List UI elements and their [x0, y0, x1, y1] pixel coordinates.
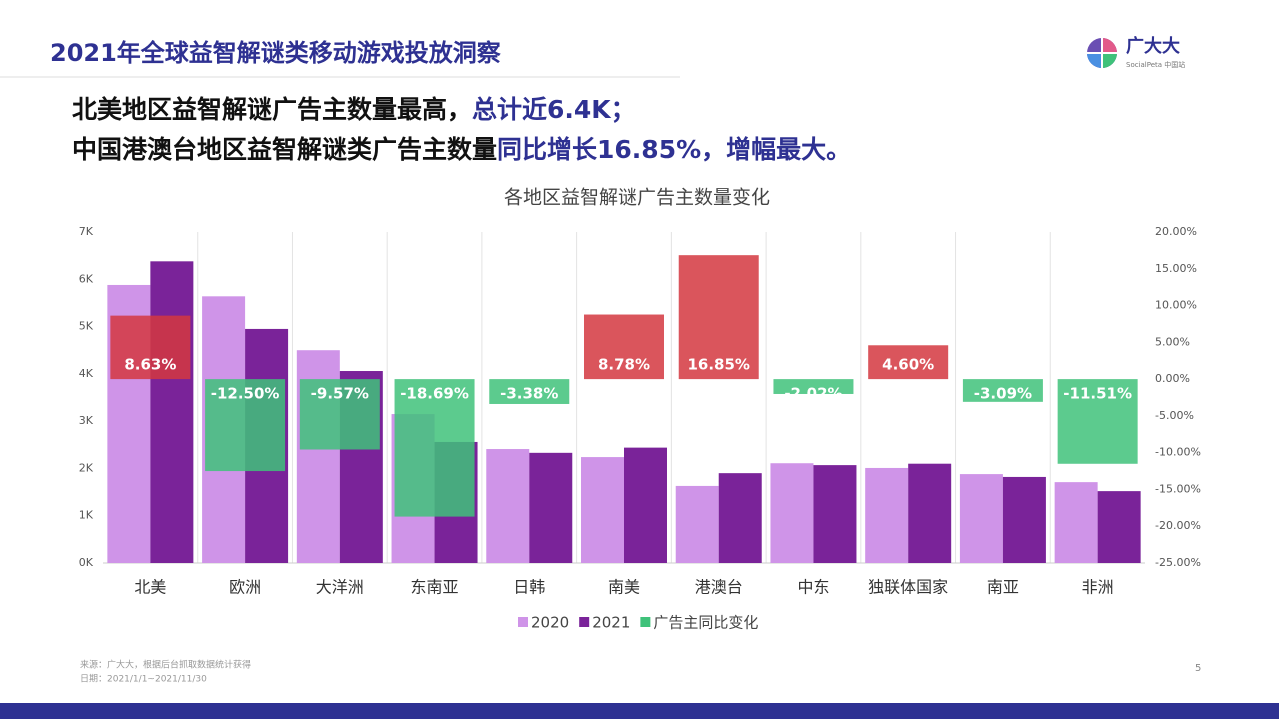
- change-bar: [962, 379, 1043, 402]
- source-note: 来源：广大大，根据后台抓取数据统计获得: [80, 659, 251, 671]
- bar: [150, 261, 194, 563]
- change-bar: [205, 379, 286, 472]
- y2-tick-label: 0.00%: [1155, 372, 1190, 385]
- headline-emphasis: 同比增长16.85%，增幅最大。: [497, 135, 851, 164]
- data-label: -12.50%: [211, 385, 280, 403]
- legend-swatch: [640, 617, 651, 627]
- chart-title: 各地区益智解谜广告主数量变化: [504, 187, 770, 209]
- logo: [1087, 38, 1117, 68]
- y-tick-label: 7K: [79, 225, 94, 238]
- y2-tick-label: -15.00%: [1155, 482, 1201, 495]
- y2-tick-label: -10.00%: [1155, 446, 1201, 459]
- bar: [675, 485, 719, 563]
- logo-text: 广大大: [1126, 35, 1180, 57]
- data-label: 16.85%: [687, 356, 749, 374]
- bar: [1097, 491, 1141, 563]
- x-tick-label: 中东: [797, 578, 829, 597]
- y2-tick-label: 15.00%: [1155, 262, 1197, 275]
- x-tick-label: 北美: [134, 578, 166, 597]
- bar: [486, 449, 530, 563]
- change-bar: [299, 379, 380, 450]
- headline-text: 中国港澳台地区益智解谜类广告主数量: [72, 135, 497, 164]
- data-label: -2.02%: [784, 385, 842, 403]
- x-tick-label: 南美: [608, 578, 640, 597]
- change-bar: [110, 315, 191, 380]
- bar: [959, 474, 1003, 563]
- headline-emphasis: 总计近6.4K；: [472, 95, 636, 124]
- data-label: -18.69%: [400, 385, 469, 403]
- change-bar: [773, 379, 854, 394]
- bar: [770, 463, 814, 563]
- legend-label: 广告主同比变化: [653, 614, 758, 632]
- y2-tick-label: 5.00%: [1155, 335, 1190, 348]
- legend-label: 2021: [592, 614, 630, 632]
- legend-label: 2020: [531, 614, 569, 632]
- change-bar: [678, 255, 759, 380]
- data-label: -3.09%: [974, 385, 1032, 403]
- slide-title: 2021年全球益智解谜类移动游戏投放洞察: [50, 39, 502, 67]
- y2-tick-label: -5.00%: [1155, 409, 1194, 422]
- y-tick-label: 1K: [79, 509, 94, 522]
- data-label: 8.63%: [124, 356, 176, 374]
- footer-bar: [0, 703, 1279, 719]
- change-bar: [394, 379, 475, 517]
- change-bar: [584, 314, 664, 380]
- bar: [581, 457, 624, 563]
- x-tick-label: 港澳台: [695, 578, 743, 597]
- change-bar: [868, 345, 949, 380]
- x-tick-label: 独联体国家: [868, 578, 948, 597]
- data-label: -11.51%: [1063, 385, 1132, 403]
- data-label: -9.57%: [311, 385, 369, 403]
- bar: [529, 452, 573, 563]
- headline: 中国港澳台地区益智解谜类广告主数量同比增长16.85%，增幅最大。: [72, 135, 851, 164]
- bar: [813, 465, 857, 563]
- page-number: 5: [1195, 663, 1201, 674]
- legend-swatch: [518, 617, 528, 627]
- logo-subtext: SocialPeta 中国站: [1126, 60, 1185, 69]
- bar: [865, 467, 909, 563]
- bar: [908, 463, 952, 563]
- x-tick-label: 非洲: [1082, 578, 1114, 597]
- headline: 北美地区益智解谜广告主数量最高，总计近6.4K；: [72, 95, 636, 124]
- bar: [1002, 476, 1046, 563]
- y-tick-label: 4K: [79, 367, 94, 380]
- x-tick-label: 南亚: [987, 578, 1019, 597]
- headline-text: 北美地区益智解谜广告主数量最高，: [72, 95, 472, 124]
- data-label: 8.78%: [598, 356, 650, 374]
- y2-tick-label: 10.00%: [1155, 299, 1197, 312]
- y-tick-label: 2K: [79, 461, 94, 474]
- y-tick-label: 0K: [79, 556, 94, 569]
- x-tick-label: 东南亚: [411, 578, 459, 597]
- x-tick-label: 日韩: [513, 578, 545, 597]
- legend-swatch: [579, 617, 590, 627]
- bar: [1054, 482, 1098, 563]
- y2-tick-label: -20.00%: [1155, 519, 1201, 532]
- date-note: 日期：2021/1/1~2021/11/30: [80, 674, 207, 685]
- bar: [624, 447, 667, 563]
- y-tick-label: 6K: [79, 272, 94, 285]
- data-label: 4.60%: [882, 356, 934, 374]
- x-tick-label: 欧洲: [229, 578, 261, 597]
- change-bar: [1057, 379, 1138, 464]
- x-tick-label: 大洋洲: [316, 578, 364, 597]
- y-tick-label: 5K: [79, 320, 94, 333]
- change-bar: [489, 379, 570, 404]
- y2-tick-label: 20.00%: [1155, 225, 1197, 238]
- data-label: -3.38%: [500, 385, 558, 403]
- y2-tick-label: -25.00%: [1155, 556, 1201, 569]
- bar: [718, 473, 762, 563]
- y-tick-label: 3K: [79, 414, 94, 427]
